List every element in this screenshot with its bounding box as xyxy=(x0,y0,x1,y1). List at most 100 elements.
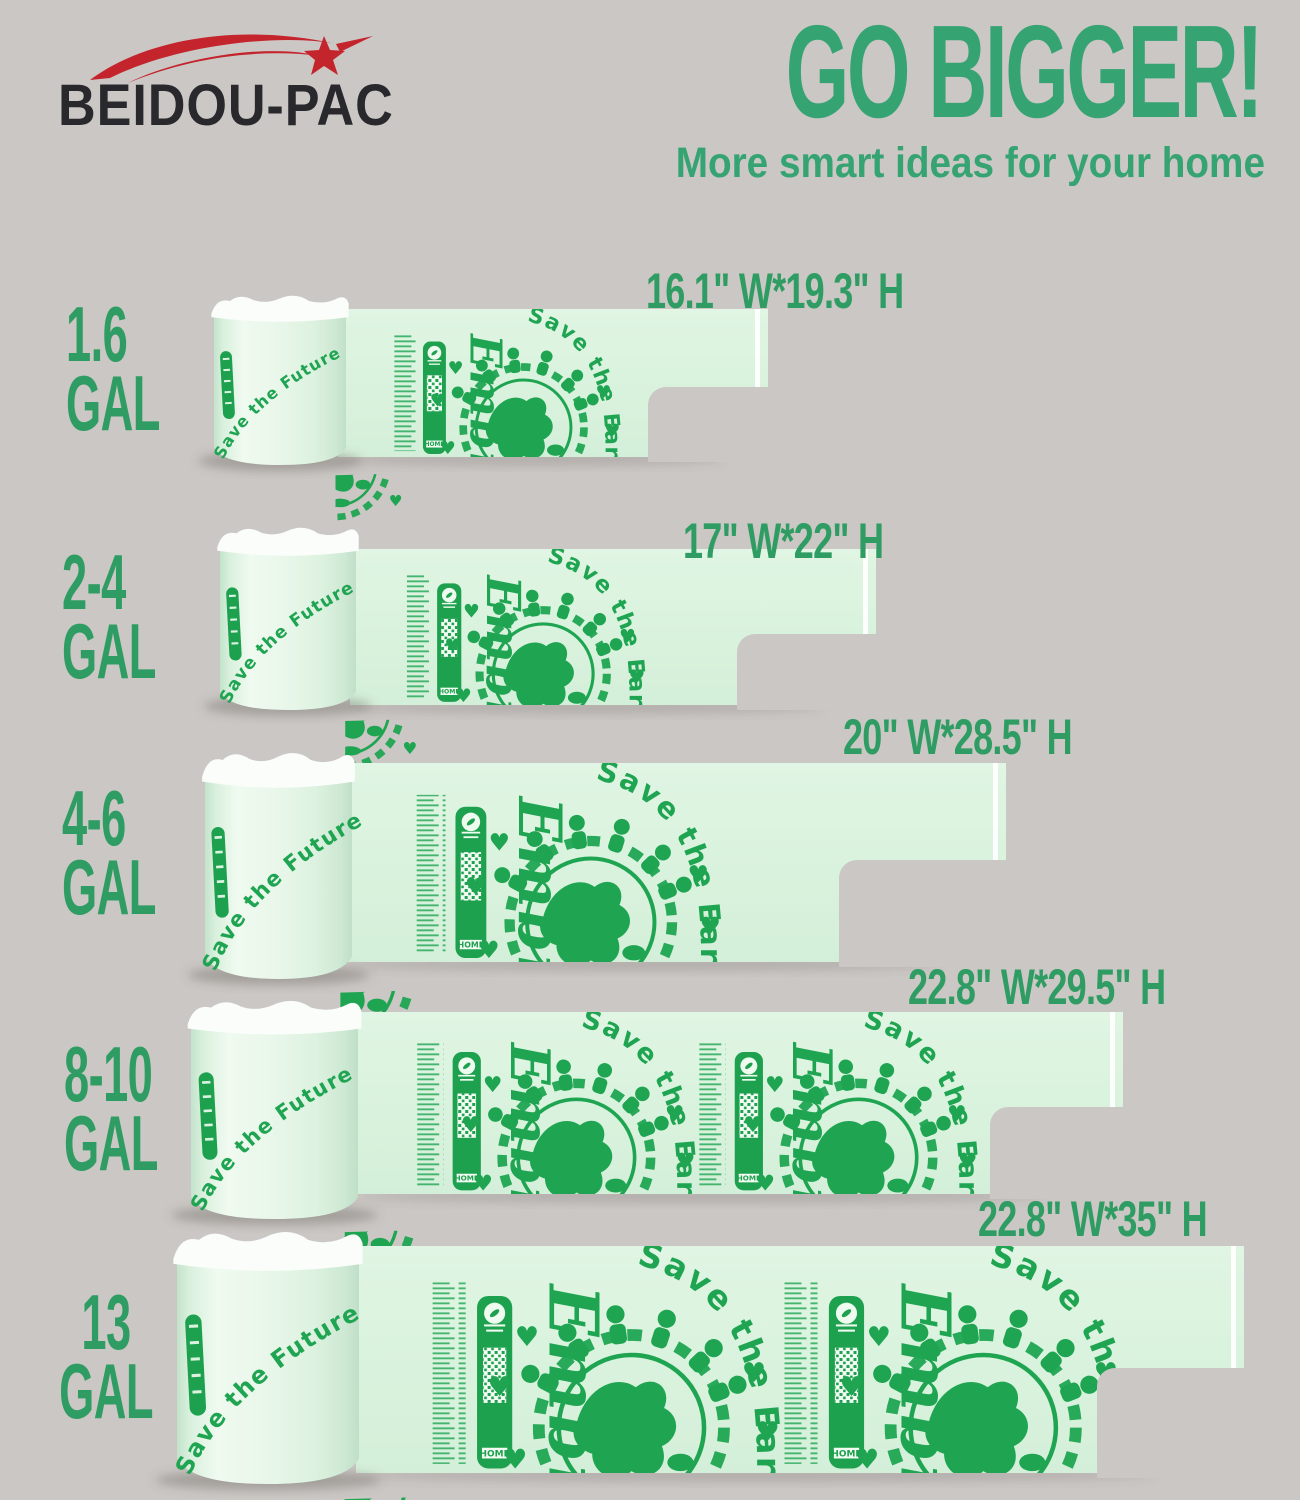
home-label: HOME xyxy=(831,1449,861,1459)
heart-glyph: ♥ xyxy=(515,1322,539,1353)
bag-perforation-line xyxy=(755,309,760,387)
earth-chain-ring xyxy=(504,835,678,962)
home-label: HOME xyxy=(480,1449,510,1459)
heart-glyph: ♥ xyxy=(699,912,720,940)
heart-glyph: ♥ xyxy=(742,1358,766,1389)
kid-figure xyxy=(488,1107,519,1131)
roll-crumpled-top xyxy=(217,527,359,556)
bag-roll: Save the Future♥♥♥♥♥♥ xyxy=(198,295,419,521)
size-label: 13 GAL xyxy=(48,1283,164,1429)
home-badge xyxy=(456,1173,477,1183)
kid-figure xyxy=(526,589,541,617)
globe-outline xyxy=(491,622,595,705)
bag-notch xyxy=(839,860,1011,967)
roll-body xyxy=(214,302,346,465)
kid-figure xyxy=(622,1086,650,1114)
fine-print-column xyxy=(393,332,416,452)
fine-print-column xyxy=(783,1282,818,1464)
bag-perforation-line xyxy=(1231,1246,1236,1368)
roll-cert-strip xyxy=(226,587,242,661)
home-badge xyxy=(481,1447,508,1459)
home-label: HOME xyxy=(425,442,445,448)
continents xyxy=(345,717,383,756)
header-title-block: GO BIGGER! More smart ideas for your hom… xyxy=(640,6,1300,185)
heart-glyph: ♥ xyxy=(463,602,480,623)
heart-glyph: ♥ xyxy=(478,936,499,964)
kid-figure xyxy=(582,612,606,636)
heart-glyph: ♥ xyxy=(461,1113,481,1138)
heart-glyph: ♥ xyxy=(440,439,456,459)
heart-glyph: ♥ xyxy=(420,703,435,722)
kid-figure xyxy=(606,1305,628,1345)
kid-figure xyxy=(507,347,521,374)
heart-glyph: ♥ xyxy=(958,1150,978,1175)
size-label: 4-6 GAL xyxy=(62,774,156,931)
kid-figure xyxy=(874,1063,895,1095)
heart-glyph: ♥ xyxy=(628,667,645,688)
roll-crumpled-top xyxy=(211,295,349,322)
bag-roll: Save the Future♥♥♥♥♥♥ xyxy=(203,527,435,770)
home-label: HOME xyxy=(737,1174,761,1183)
kid-figure xyxy=(638,1115,669,1137)
kid-figure xyxy=(558,1323,589,1361)
roll-cert-strip xyxy=(220,351,235,420)
continents xyxy=(925,1381,1046,1473)
kid-figure xyxy=(517,1074,543,1104)
heart-glyph: ♥ xyxy=(604,421,620,441)
continents xyxy=(503,642,586,705)
heart-glyph: ♥ xyxy=(263,474,277,492)
roll-crumpled-top xyxy=(187,1000,362,1035)
heart-glyph: ♥ xyxy=(596,383,612,403)
roll-cert-strip xyxy=(211,826,229,918)
kid-figure xyxy=(475,359,496,384)
kid-figure xyxy=(920,1115,951,1137)
heart-glyph: ♥ xyxy=(488,1372,512,1403)
size-label: 1.6 GAL xyxy=(66,295,160,441)
home-badge xyxy=(833,1447,860,1459)
dimension-label: 20" W*28.5" H xyxy=(843,709,1073,765)
kid-figure xyxy=(451,386,477,406)
globe-outline xyxy=(474,378,573,457)
bag-notch xyxy=(737,634,881,710)
size-unit: GAL xyxy=(64,1098,158,1187)
kid-figure xyxy=(608,818,630,853)
size-value: 8-10 xyxy=(64,1030,153,1118)
kid-figure xyxy=(573,393,599,411)
size-unit: GAL xyxy=(62,842,156,931)
brand-logo: BEIDOU-PAC xyxy=(56,20,476,138)
globe-outline xyxy=(556,1352,707,1473)
heart-glyph: ♥ xyxy=(433,970,451,994)
kid-figure xyxy=(1060,1375,1099,1402)
heart-glyph: ♥ xyxy=(855,1444,879,1475)
heart-glyph: ♥ xyxy=(619,627,636,648)
size-label: 8-10 GAL xyxy=(64,1030,158,1187)
continents xyxy=(540,881,646,962)
home-badge xyxy=(426,440,443,448)
fine-print-column xyxy=(415,794,446,955)
kid-figure xyxy=(556,592,574,620)
earth-graphic: ♥♥♥♥♥♥ xyxy=(344,1494,469,1500)
shooting-star-swoosh-icon xyxy=(90,34,373,83)
fine-print-column xyxy=(405,573,430,699)
kid-figure xyxy=(492,602,514,628)
continents xyxy=(485,397,565,457)
bag-roll: Save the Future♥♥♥♥♥♥ xyxy=(187,752,452,1053)
heart-glyph: ♥ xyxy=(389,492,403,510)
size-value: 4-6 xyxy=(62,774,126,862)
continents xyxy=(812,1120,909,1194)
kid-figure xyxy=(1002,1309,1028,1349)
kid-figure xyxy=(556,1059,573,1091)
brand-name: BEIDOU-PAC xyxy=(58,73,394,138)
kid-figure xyxy=(658,876,692,900)
heart-glyph: ♥ xyxy=(665,1102,685,1127)
heart-glyph: ♥ xyxy=(1078,1476,1102,1500)
kid-figure xyxy=(568,814,587,850)
